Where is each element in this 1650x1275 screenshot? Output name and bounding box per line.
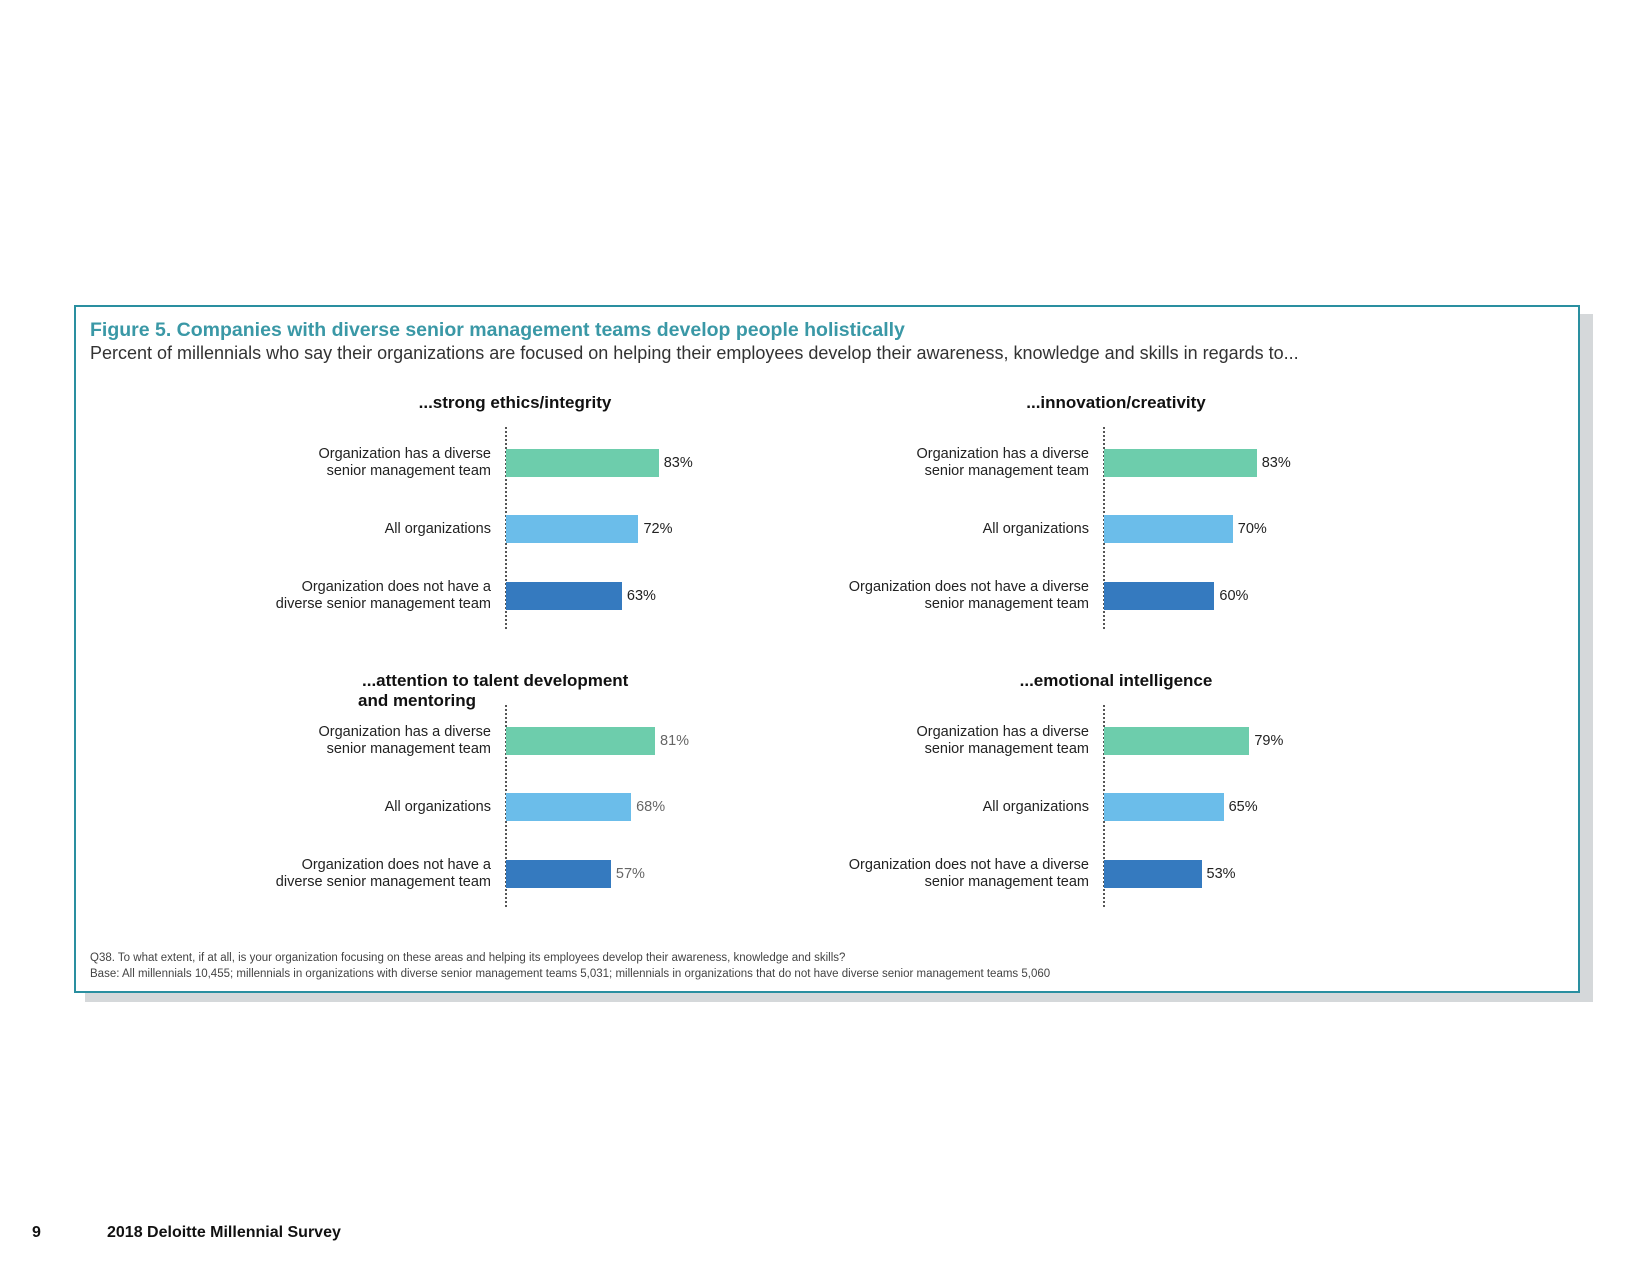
panel-title-line: ...strong ethics/integrity [418, 393, 612, 412]
value-label-diverse: 79% [1254, 733, 1284, 749]
footnote-question: Q38. To what extent, if at all, is your … [90, 952, 846, 964]
bar-not-diverse [506, 860, 611, 888]
bar-all [506, 793, 632, 821]
value-label-not-diverse: 57% [615, 866, 645, 882]
category-label-line: All organizations [982, 798, 1089, 815]
category-label-not-diverse: Organization does not have a diverse seni… [769, 857, 1089, 891]
category-label-not-diverse: Organization does not have a diverse seni… [769, 579, 1089, 613]
value-label-not-diverse: 53% [1206, 866, 1236, 882]
category-label-not-diverse: Organization does not have a diverse seni… [171, 857, 491, 891]
value-label-all: 65% [1228, 799, 1258, 815]
bar-not-diverse [506, 582, 622, 610]
panel-title-3: ...attention to talent development and me… [358, 671, 628, 711]
category-label-diverse: Organization has a diverse senior managem… [171, 724, 492, 758]
bar-diverse [506, 449, 659, 477]
value-label-all: 72% [643, 521, 673, 537]
category-label-line: All organizations [384, 520, 491, 537]
bar-not-diverse [1104, 582, 1215, 610]
panel-title-4: ...emotional intelligence [916, 671, 1316, 691]
value-label-diverse: 81% [660, 733, 690, 749]
document-title: 2018 Deloitte Millennial Survey [107, 1224, 341, 1241]
category-label-line: senior management team [326, 463, 491, 479]
panel-title-line: and mentoring [358, 691, 477, 710]
panel-title-1: ...strong ethics/integrity [315, 393, 715, 413]
category-label-line: Organization does not have a diverse [848, 579, 1089, 595]
value-label-diverse: 83% [1261, 455, 1291, 471]
category-label-line: diverse senior management team [275, 874, 491, 890]
category-label-diverse: Organization has a diverse senior managem… [769, 724, 1090, 758]
category-label-line: All organizations [384, 798, 491, 815]
category-label-all: All organizations [171, 799, 491, 816]
figure-box: Figure 5. Companies with diverse senior … [74, 305, 1580, 993]
panel-title-line: ...emotional intelligence [1019, 671, 1213, 690]
bar-not-diverse [1104, 860, 1202, 888]
bar-all [506, 515, 639, 543]
category-label-line: Organization has a diverse [916, 446, 1090, 462]
footnote-base: Base: All millennials 10,455; millennial… [90, 968, 1051, 980]
category-label-not-diverse: Organization does not have a diverse seni… [171, 579, 491, 613]
category-label-line: Organization does not have a [301, 857, 491, 873]
category-label-all: All organizations [769, 799, 1089, 816]
category-label-line: Organization has a diverse [916, 724, 1090, 740]
panel-title-line: ...attention to talent development [362, 671, 629, 690]
value-label-not-diverse: 63% [626, 588, 656, 604]
panel-title-2: ...innovation/creativity [916, 393, 1316, 413]
category-label-all: All organizations [171, 521, 491, 538]
category-label-line: diverse senior management team [275, 596, 491, 612]
category-label-line: Organization does not have a [301, 579, 491, 595]
value-label-all: 68% [636, 799, 666, 815]
figure-title: Figure 5. Companies with diverse senior … [90, 319, 905, 341]
value-label-all: 70% [1237, 521, 1267, 537]
category-label-line: senior management team [924, 596, 1089, 612]
category-label-line: senior management team [924, 741, 1089, 757]
category-label-line: senior management team [924, 874, 1089, 890]
category-label-diverse: Organization has a diverse senior managem… [769, 446, 1090, 480]
bar-diverse [1104, 449, 1257, 477]
category-label-all: All organizations [769, 521, 1089, 538]
category-label-line: Organization has a diverse [318, 446, 492, 462]
value-label-diverse: 83% [663, 455, 693, 471]
category-label-line: All organizations [982, 520, 1089, 537]
panel-title-line: ...innovation/creativity [1026, 393, 1206, 412]
category-label-line: senior management team [924, 463, 1089, 479]
bar-diverse [506, 727, 656, 755]
category-label-line: Organization does not have a diverse [848, 857, 1089, 873]
bar-diverse [1104, 727, 1250, 755]
bar-all [1104, 793, 1224, 821]
figure-subtitle: Percent of millennials who say their org… [90, 343, 1299, 363]
bar-all [1104, 515, 1233, 543]
page-number: 9 [32, 1224, 41, 1241]
value-label-not-diverse: 60% [1219, 588, 1249, 604]
category-label-line: senior management team [326, 741, 491, 757]
category-label-diverse: Organization has a diverse senior managem… [171, 446, 492, 480]
category-label-line: Organization has a diverse [318, 724, 492, 740]
